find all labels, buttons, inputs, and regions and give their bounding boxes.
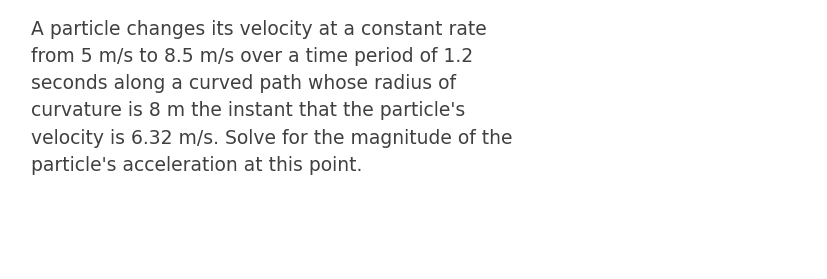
Text: A particle changes its velocity at a constant rate
from 5 m/s to 8.5 m/s over a : A particle changes its velocity at a con… — [31, 20, 513, 175]
